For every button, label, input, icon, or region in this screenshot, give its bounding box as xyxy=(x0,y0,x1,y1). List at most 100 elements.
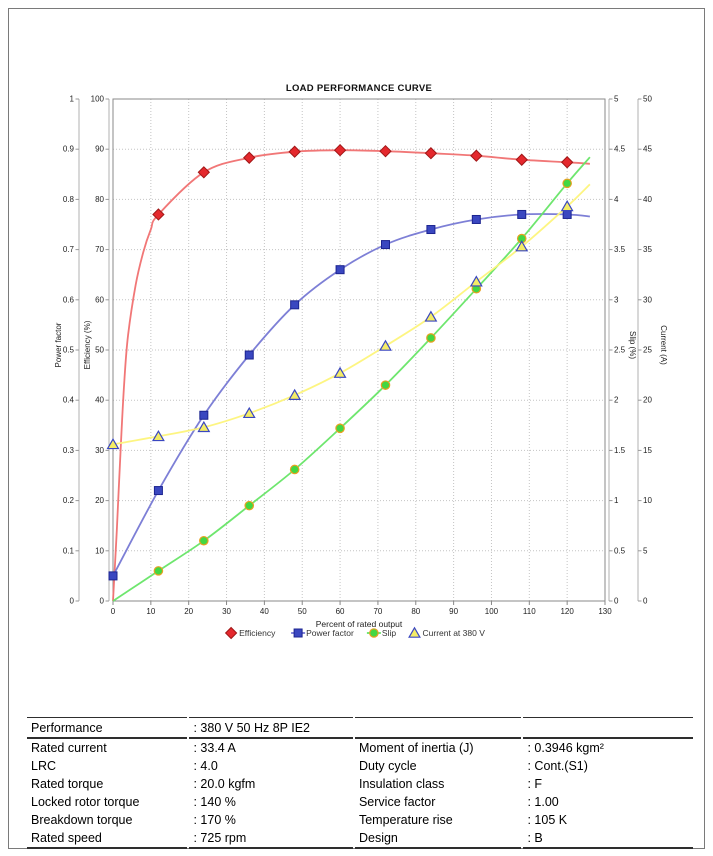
svg-text:1.5: 1.5 xyxy=(614,446,626,455)
svg-text:20: 20 xyxy=(184,607,193,616)
svg-text:30: 30 xyxy=(643,295,652,304)
spec-value: : 1.00 xyxy=(527,795,559,809)
svg-text:70: 70 xyxy=(373,607,382,616)
spec-label: Moment of inertia (J) xyxy=(358,741,474,755)
svg-text:80: 80 xyxy=(411,607,420,616)
spec-value: : 105 K xyxy=(527,813,568,827)
svg-text:15: 15 xyxy=(643,446,652,455)
table-row-performance: Performance : 380 V 50 Hz 8P IE2 xyxy=(27,717,693,739)
spec-value: : 380 V 50 Hz 8P IE2 xyxy=(189,717,353,739)
svg-text:40: 40 xyxy=(260,607,269,616)
spec-value: : 140 % xyxy=(193,795,236,809)
svg-text:30: 30 xyxy=(95,446,104,455)
svg-text:110: 110 xyxy=(523,607,536,616)
svg-text:20: 20 xyxy=(95,496,104,505)
spec-value: : 0.3946 kgm² xyxy=(527,741,604,755)
spec-table: Performance : 380 V 50 Hz 8P IE2 Rated c… xyxy=(25,717,695,849)
legend-label: Slip xyxy=(382,628,396,638)
chart-grid xyxy=(113,99,605,601)
svg-text:2: 2 xyxy=(614,396,619,405)
x-axis-title: Percent of rated output xyxy=(316,619,403,629)
spec-label: Duty cycle xyxy=(358,759,417,773)
svg-text:0: 0 xyxy=(111,607,116,616)
spec-label: Temperature rise xyxy=(358,813,453,827)
svg-text:25: 25 xyxy=(643,346,652,355)
axis-title: Current (A) xyxy=(659,325,668,365)
svg-text:100: 100 xyxy=(91,95,105,104)
spec-label: Performance xyxy=(27,717,188,739)
spec-label: Locked rotor torque xyxy=(31,795,140,809)
table-row: Rated torque : 20.0 kgfm Insulation clas… xyxy=(27,775,693,793)
svg-text:0.8: 0.8 xyxy=(63,195,75,204)
svg-text:3.5: 3.5 xyxy=(614,245,626,254)
svg-text:90: 90 xyxy=(449,607,458,616)
svg-text:0.5: 0.5 xyxy=(614,546,626,555)
table-row: Rated speed : 725 rpm Design : B xyxy=(27,829,693,849)
svg-text:10: 10 xyxy=(95,546,104,555)
svg-text:0.6: 0.6 xyxy=(63,295,75,304)
table-row: Breakdown torque : 170 % Temperature ris… xyxy=(27,811,693,829)
svg-text:0.3: 0.3 xyxy=(63,446,75,455)
svg-text:1: 1 xyxy=(70,95,75,104)
axis-title: Slip (%) xyxy=(628,331,637,359)
svg-text:10: 10 xyxy=(643,496,652,505)
legend-label: Efficiency xyxy=(239,628,276,638)
svg-text:50: 50 xyxy=(643,95,652,104)
axis-current: 0 5 10 15 20 25 30 35 40 45 50 Current (A) xyxy=(637,95,668,606)
spec-label: Insulation class xyxy=(358,777,445,791)
svg-text:0: 0 xyxy=(70,597,75,606)
chart-title: LOAD PERFORMANCE CURVE xyxy=(286,83,432,94)
svg-text:0.5: 0.5 xyxy=(63,346,75,355)
svg-text:100: 100 xyxy=(485,607,499,616)
svg-text:0: 0 xyxy=(643,597,648,606)
spec-value: : 170 % xyxy=(193,813,236,827)
axis-title: Efficiency (%) xyxy=(83,320,92,369)
svg-text:0: 0 xyxy=(614,597,619,606)
spec-value: : 20.0 kgfm xyxy=(193,777,256,791)
svg-text:4: 4 xyxy=(614,195,619,204)
svg-text:40: 40 xyxy=(643,195,652,204)
svg-text:120: 120 xyxy=(560,607,574,616)
svg-text:0.7: 0.7 xyxy=(63,245,75,254)
svg-text:1: 1 xyxy=(614,496,619,505)
series-slip xyxy=(112,156,591,602)
svg-text:3: 3 xyxy=(614,295,619,304)
spec-label: Rated current xyxy=(31,741,107,755)
svg-text:70: 70 xyxy=(95,245,104,254)
svg-text:60: 60 xyxy=(95,295,104,304)
svg-text:5: 5 xyxy=(614,95,619,104)
spec-label xyxy=(354,717,522,739)
svg-text:0.2: 0.2 xyxy=(63,496,75,505)
chart-legend: Efficiency Power factor Slip Current at 380… xyxy=(224,626,485,640)
svg-text:80: 80 xyxy=(95,195,104,204)
svg-text:0.1: 0.1 xyxy=(63,546,75,555)
spec-label: Rated torque xyxy=(31,777,104,791)
svg-text:35: 35 xyxy=(643,245,652,254)
svg-text:0.4: 0.4 xyxy=(63,396,75,405)
spec-label: LRC xyxy=(31,759,57,773)
x-axis: 0 10 20 30 40 50 60 70 80 90 100 110 120 130 Percent o… xyxy=(111,601,612,629)
svg-text:130: 130 xyxy=(598,607,612,616)
table-row: LRC : 4.0 Duty cycle : Cont.(S1) xyxy=(27,757,693,775)
spec-value: : 725 rpm xyxy=(189,829,353,849)
spec-value: : 33.4 A xyxy=(193,741,236,755)
svg-text:20: 20 xyxy=(643,396,652,405)
axis-efficiency: 0 10 20 30 40 50 60 70 80 90 100 Efficiency (%) xyxy=(83,95,110,606)
spec-value: : Cont.(S1) xyxy=(527,759,588,773)
legend-label: Power factor xyxy=(306,628,354,638)
svg-text:90: 90 xyxy=(95,145,104,154)
spec-value xyxy=(523,717,693,739)
table-row: Rated current : 33.4 A Moment of inertia… xyxy=(27,739,693,757)
spec-value: : 4.0 xyxy=(193,759,218,773)
spec-label: Rated speed xyxy=(27,829,188,849)
svg-text:2.5: 2.5 xyxy=(614,346,626,355)
spec-label: Service factor xyxy=(358,795,436,809)
svg-text:60: 60 xyxy=(336,607,345,616)
series-current-at-380-v xyxy=(106,183,591,450)
svg-text:50: 50 xyxy=(95,346,104,355)
spec-label: Breakdown torque xyxy=(31,813,133,827)
svg-text:0: 0 xyxy=(100,597,105,606)
spec-value: : F xyxy=(527,777,543,791)
series-efficiency xyxy=(112,143,590,602)
